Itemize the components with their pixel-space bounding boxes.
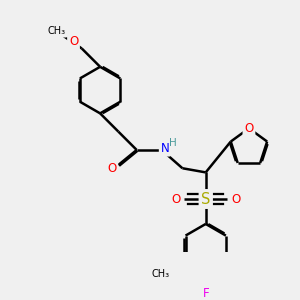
- Text: S: S: [201, 191, 210, 206]
- Bar: [199, 191, 212, 207]
- Text: S: S: [201, 191, 210, 206]
- Text: CH₃: CH₃: [152, 269, 170, 279]
- Text: CH₃: CH₃: [48, 26, 66, 36]
- Text: O: O: [231, 193, 240, 206]
- Text: S: S: [201, 191, 210, 206]
- Text: O: O: [171, 193, 180, 206]
- Text: O: O: [69, 35, 78, 48]
- Text: H: H: [169, 138, 177, 148]
- Bar: [199, 191, 212, 207]
- Text: O: O: [244, 122, 254, 135]
- Text: O: O: [107, 162, 116, 175]
- Text: N: N: [160, 142, 169, 155]
- Text: F: F: [202, 287, 209, 300]
